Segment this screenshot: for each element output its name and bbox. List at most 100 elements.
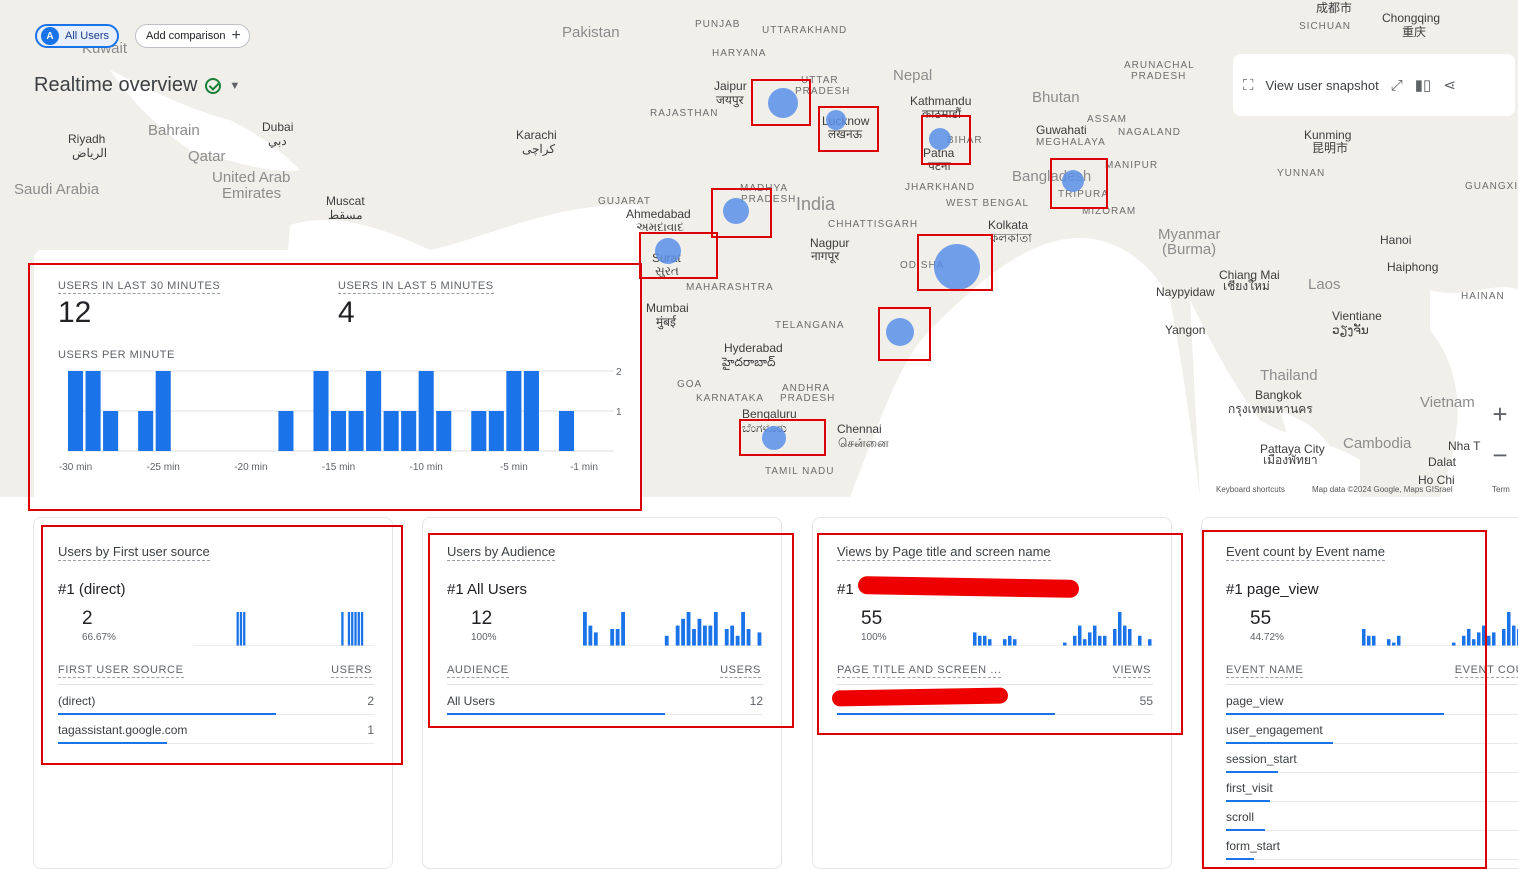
bar--14[interactable] xyxy=(348,411,364,451)
add-comparison-button[interactable]: Add comparison + xyxy=(135,24,250,48)
map-place-label: 重庆 xyxy=(1402,25,1427,39)
map-place-label: GOA xyxy=(677,379,703,390)
user-dot xyxy=(826,110,846,130)
table-row[interactable]: scroll10 xyxy=(1226,802,1518,831)
map-place-label: Patna xyxy=(923,146,955,160)
map-place-label: เมืองพัทยา xyxy=(1263,453,1318,467)
sparkline-bar xyxy=(1148,639,1152,646)
bar--13[interactable] xyxy=(366,371,382,451)
user-dot xyxy=(762,426,786,450)
bar--4[interactable] xyxy=(523,371,539,451)
highlight-box xyxy=(917,234,993,291)
bar--25[interactable] xyxy=(155,371,171,451)
sparkline-bar xyxy=(730,625,735,646)
map-place-label: دبي xyxy=(268,134,287,148)
map-place-label: YUNNAN xyxy=(1277,168,1326,179)
keyboard-shortcuts-link[interactable]: Keyboard shortcuts xyxy=(1216,485,1285,494)
sparkline-bar xyxy=(1477,632,1481,646)
card-top-percent: 66.67% xyxy=(82,632,116,643)
bar--10[interactable] xyxy=(418,371,434,451)
compare-icon[interactable]: ▮▯ xyxy=(1414,77,1432,94)
table-row[interactable]: 55 xyxy=(837,686,1153,715)
table-row[interactable]: form_start7 xyxy=(1226,831,1518,860)
zoom-in-button[interactable]: + xyxy=(1482,394,1518,434)
table-row[interactable]: session_start13 xyxy=(1226,744,1518,773)
fullscreen-icon[interactable]: ⤢ xyxy=(1390,76,1403,94)
all-users-chip[interactable]: A All Users xyxy=(35,24,120,48)
bar--2[interactable] xyxy=(558,411,575,451)
sparkline-bar xyxy=(703,625,707,646)
sparkline-chart xyxy=(583,612,763,646)
map-place-label: ANDHRA xyxy=(782,383,831,394)
sparkline-bar xyxy=(746,629,751,646)
highlight-box xyxy=(428,533,794,728)
bar--5[interactable] xyxy=(506,371,522,451)
row-name: scroll xyxy=(1226,810,1255,824)
row-proportion-bar xyxy=(1226,742,1333,744)
sparkline-chart xyxy=(1362,612,1518,646)
terms-link[interactable]: Term xyxy=(1492,485,1510,494)
table-row[interactable]: All Users 12 xyxy=(447,686,763,715)
bar--7[interactable] xyxy=(471,411,487,451)
row-proportion-bar xyxy=(1226,829,1265,831)
sparkline-bar xyxy=(697,618,702,646)
bar--28[interactable] xyxy=(103,411,119,451)
map-place-label: PRADESH xyxy=(780,393,836,404)
card-title[interactable]: Users by First user source xyxy=(58,544,210,561)
x-tick-label: -15 min xyxy=(322,462,355,473)
map-place-label: Pattaya City xyxy=(1260,442,1325,456)
column-header-dimension: PAGE TITLE AND SCREEN ... xyxy=(837,664,1002,678)
bar--30[interactable] xyxy=(68,371,84,451)
map-place-label: Chiang Mai xyxy=(1219,268,1280,282)
chevron-down-icon[interactable]: ▼ xyxy=(229,79,241,92)
table-row[interactable]: user_engagement27 xyxy=(1226,715,1518,744)
table-row[interactable]: tagassistant.google.com 1 xyxy=(58,715,374,744)
x-tick-label: -30 min xyxy=(59,462,92,473)
sparkline-bar xyxy=(675,625,680,646)
card-title[interactable]: Event count by Event name xyxy=(1226,544,1385,561)
zoom-out-button[interactable]: − xyxy=(1482,435,1518,475)
map-place-label: Myanmar xyxy=(1158,226,1221,243)
users-30-label-wrap: USERS IN LAST 30 MINUTES xyxy=(58,276,221,294)
map-place-label: RAJASTHAN xyxy=(650,108,719,119)
redaction-mark xyxy=(831,687,1009,707)
map-place-label: Nagpur xyxy=(810,236,850,250)
map-place-label: काठमाडौं xyxy=(922,107,962,121)
sparkline-bar xyxy=(1452,642,1456,646)
map-place-label: MIZORAM xyxy=(1082,206,1137,217)
map-place-label: लखनऊ xyxy=(828,127,863,141)
card-title[interactable]: Views by Page title and screen name xyxy=(837,544,1051,561)
map-place-label: WEST BENGAL xyxy=(946,198,1030,209)
row-proportion-bar xyxy=(1226,800,1270,802)
card-title[interactable]: Users by Audience xyxy=(447,544,556,561)
row-value: 12 xyxy=(749,694,763,708)
sparkline-bar xyxy=(1462,635,1466,646)
table-row[interactable]: first_visit11 xyxy=(1226,773,1518,802)
sparkline-chart xyxy=(194,612,374,646)
sparkline-bar xyxy=(1118,612,1122,646)
map-place-label: Bengaluru xyxy=(742,407,797,421)
bar--16[interactable] xyxy=(313,371,329,451)
share-icon[interactable]: ⋖ xyxy=(1443,77,1456,94)
map-place-label: الرياض xyxy=(72,146,108,160)
bar--12[interactable] xyxy=(383,411,399,451)
bar--29[interactable] xyxy=(85,371,101,451)
sparkline-bar xyxy=(1103,635,1107,646)
sparkline-bar xyxy=(1128,629,1132,646)
bar--9[interactable] xyxy=(436,411,452,451)
user-dot xyxy=(929,128,951,150)
bar--11[interactable] xyxy=(401,411,417,451)
table-row[interactable]: (direct) 2 xyxy=(58,686,374,715)
bar--15[interactable] xyxy=(331,411,347,451)
map-place-label: Chongqing xyxy=(1382,11,1441,25)
view-user-snapshot-button[interactable]: View user snapshot xyxy=(1265,77,1379,93)
bar--6[interactable] xyxy=(488,411,504,451)
bar--18[interactable] xyxy=(278,411,294,451)
bar--26[interactable] xyxy=(138,411,154,451)
users-5-label: USERS IN LAST 5 MINUTES xyxy=(338,280,494,294)
map-place-label: مسقط xyxy=(328,208,363,222)
map-place-label: Yangon xyxy=(1165,323,1206,337)
card-top-value: 55 xyxy=(861,608,883,629)
row-divider xyxy=(1226,859,1518,860)
